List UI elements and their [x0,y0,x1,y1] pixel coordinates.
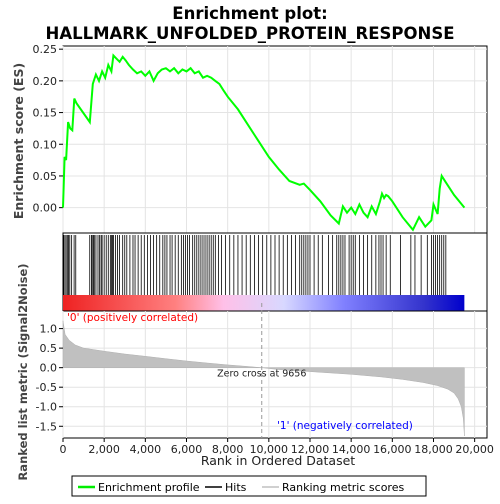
es-y-tick-label: 0.15 [33,107,58,120]
rank-color-bar [63,295,465,311]
es-y-tick-label: 0.00 [33,202,58,215]
x-tick-label: 8,000 [212,443,244,456]
x-tick-label: 10,000 [250,443,289,456]
metric-y-tick-label: -0.5 [36,381,57,394]
legend-box [71,475,427,497]
es-panel: 0.00 0.05 0.10 0.15 0.20 0.25 Enrichment scor… [11,43,488,234]
metric-ylabel: Ranked list metric (Signal2Noise) [16,263,30,480]
es-y-tick-label: 0.10 [33,138,58,151]
x-tick-label: 0 [60,443,67,456]
ranking-metric-area [62,320,465,437]
metric-y-tick-label: -1.0 [36,401,57,414]
legend: Enrichment profile Hits Ranking metric s… [71,475,427,497]
x-axis-label: Rank in Ordered Dataset [201,453,355,468]
metric-y-tick-label: 1.0 [40,323,58,336]
x-tick-label: 16,000 [373,443,412,456]
positive-label: '0' (positively correlated) [67,312,198,324]
es-y-tick-label: 0.20 [33,75,58,88]
x-tick-label: 6,000 [171,443,203,456]
legend-enrichment-label: Enrichment profile [98,481,200,494]
metric-y-tick-label: 0.5 [40,342,58,355]
es-y-tick-label: 0.25 [33,43,58,56]
hits-panel [62,232,488,312]
es-y-tick-label: 0.05 [33,170,58,183]
x-tick-label: 4,000 [130,443,162,456]
legend-metric-label: Ranking metric scores [282,481,404,494]
x-tick-label: 18,000 [414,443,453,456]
enrichment-profile-line [62,53,466,232]
x-tick-label: 14,000 [332,443,371,456]
metric-panel: 1.0 0.5 0.0 -0.5 -1.0 -1.5 Zero cross at 9656… [16,263,488,481]
legend-hits-label: Hits [225,481,247,494]
metric-y-tick-label: -1.5 [36,420,57,433]
metric-y-tick-label: 0.0 [40,362,58,375]
chart-title-line-2: HALLMARK_UNFOLDED_PROTEIN_RESPONSE [46,24,455,43]
x-tick-label: 12,000 [291,443,330,456]
x-tick-label: 20,000 [455,443,494,456]
negative-label: '1' (negatively correlated) [277,420,413,432]
zero-cross-label: Zero cross at 9656 [217,369,306,380]
es-panel-frame [62,45,488,234]
x-tick-label: 2,000 [88,443,120,456]
es-ylabel: Enrichment score (ES) [11,63,26,219]
chart-title-line-1: Enrichment plot: [172,4,327,23]
